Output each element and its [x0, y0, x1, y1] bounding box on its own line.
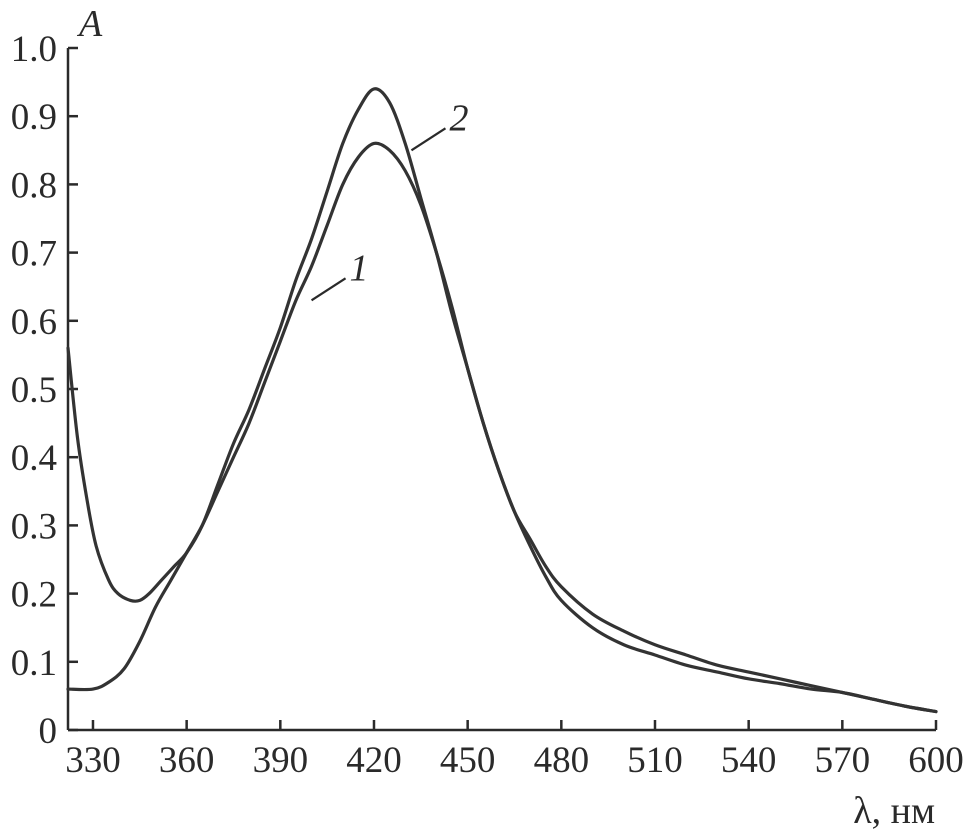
- y-tick-label: 0.2: [11, 575, 57, 616]
- x-tick-label: 510: [627, 740, 683, 781]
- y-tick-label: 0: [39, 711, 58, 752]
- x-tick-label: 330: [65, 740, 121, 781]
- curve-label-2: 2: [449, 97, 468, 139]
- plot-area: 330 360 390 420 450 480 510 540 570 600 0 0.1 0.2 0.…: [11, 29, 964, 781]
- curve-labels: 12: [310, 97, 468, 302]
- x-tick-label: 450: [440, 740, 496, 781]
- y-tick-label: 0.6: [11, 302, 57, 343]
- x-tick-label: 390: [253, 740, 309, 781]
- y-tick-label: 0.5: [11, 370, 57, 411]
- x-axis-ticks: 330 360 390 420 450 480 510 540 570 600: [65, 720, 964, 781]
- y-tick-label: 0.3: [11, 506, 57, 547]
- curve-leader-1: [310, 277, 347, 302]
- x-tick-label: 360: [159, 740, 215, 781]
- series-layer: [66, 87, 938, 714]
- y-tick-label: 0.4: [11, 438, 57, 479]
- y-tick-label: 0.9: [11, 97, 57, 138]
- x-axis-title: λ, нм: [853, 790, 935, 832]
- y-axis-title: A: [76, 3, 103, 45]
- curve-leader-2: [410, 127, 447, 152]
- y-axis-ticks: 0 0.1 0.2 0.3 0.4 0.5 0.6 0.7 0.8 0.9 1.0: [11, 29, 78, 752]
- y-tick-label: 0.8: [11, 165, 57, 206]
- curve-label-1: 1: [350, 247, 369, 289]
- x-tick-label: 570: [815, 740, 871, 781]
- series-line-2: [66, 87, 938, 714]
- x-tick-label: 480: [534, 740, 590, 781]
- x-tick-label: 600: [908, 740, 964, 781]
- y-tick-label: 0.1: [11, 643, 57, 684]
- y-tick-label: 1.0: [11, 29, 57, 70]
- y-tick-label: 0.7: [11, 234, 57, 275]
- x-tick-label: 420: [346, 740, 402, 781]
- x-tick-label: 540: [721, 740, 777, 781]
- series-line-1: [66, 141, 938, 714]
